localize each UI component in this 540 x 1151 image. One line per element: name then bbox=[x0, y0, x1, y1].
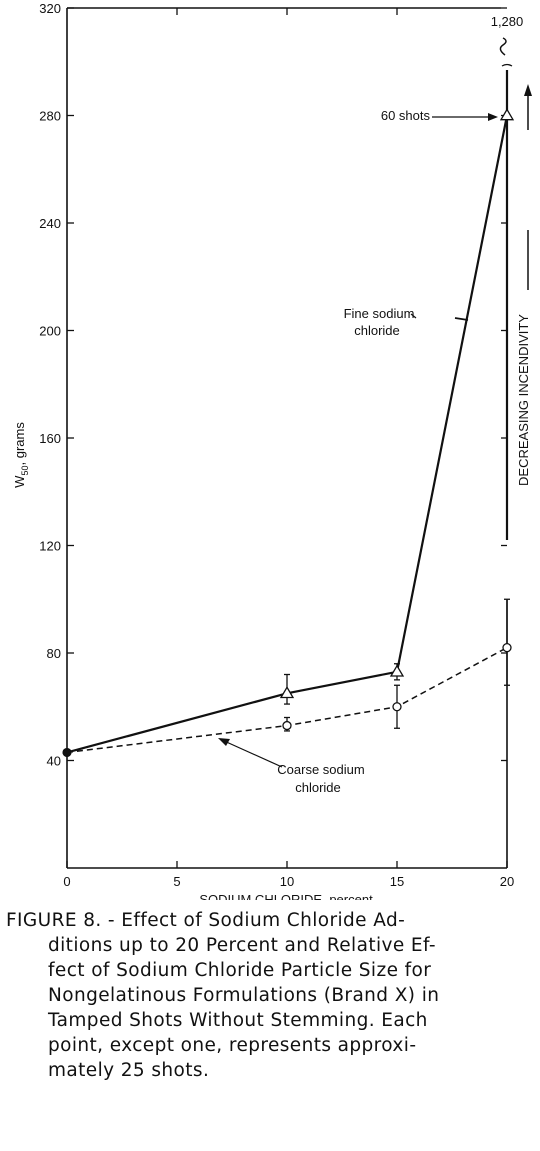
fine-point-marker bbox=[389, 664, 405, 677]
fine-label-leader-tick bbox=[410, 313, 417, 319]
caption-line-3: fect of Sodium Chloride Particle Size fo… bbox=[48, 960, 432, 981]
caption-line-4: Nongelatinous Formulations (Brand X) in bbox=[48, 985, 440, 1006]
coarse-point-marker bbox=[502, 642, 512, 653]
fine-point-marker bbox=[499, 108, 515, 121]
coarse-series-label-line2: chloride bbox=[295, 780, 341, 795]
coarse-label-arrowhead bbox=[218, 738, 230, 746]
shots-note-arrowhead bbox=[488, 113, 498, 121]
figure-chart: 40 80 120 160 200 240 280 320 0 5 10 15 20 W50, gram… bbox=[12, 1, 532, 900]
x-tick-label: 15 bbox=[390, 874, 404, 889]
chart-axes bbox=[66, 7, 513, 869]
shots-note-label: 60 shots bbox=[381, 108, 431, 123]
shared-origin-marker bbox=[62, 747, 72, 757]
caption-line-6: point, except one, represents approxi- bbox=[48, 1035, 417, 1056]
y-tick-label: 200 bbox=[39, 324, 61, 339]
y-tick-label: 80 bbox=[47, 646, 61, 661]
caption-line-7: mately 25 shots. bbox=[48, 1060, 210, 1081]
fine-label-leader bbox=[454, 317, 469, 321]
fine-series-label-line1: Fine sodium bbox=[344, 306, 415, 321]
y-tick-label: 120 bbox=[39, 539, 61, 554]
chart-series bbox=[62, 108, 515, 757]
caption-line-2: ditions up to 20 Percent and Relative Ef… bbox=[48, 935, 436, 956]
x-tick-label: 10 bbox=[280, 874, 294, 889]
figure-caption: FIGURE 8. - Effect of Sodium Chloride Ad… bbox=[6, 908, 536, 1083]
caption-line-1: FIGURE 8. - Effect of Sodium Chloride Ad… bbox=[6, 910, 406, 931]
y-tick-label: 40 bbox=[47, 754, 61, 769]
y-axis-label: W50, grams bbox=[12, 422, 30, 488]
fine-series-line bbox=[66, 115, 509, 754]
x-tick-label: 0 bbox=[63, 874, 70, 889]
axis-break-tilde bbox=[501, 63, 513, 67]
coarse-series-label-line1: Coarse sodium bbox=[277, 762, 364, 777]
offscale-value-label: 1,280 bbox=[491, 14, 524, 29]
incendivity-label: DECREASING INCENDIVITY bbox=[516, 314, 531, 486]
chart-annotations: W50, grams SODIUM CHLORIDE, percent Fine… bbox=[12, 14, 532, 900]
axis-break-mark bbox=[499, 37, 507, 56]
x-tick-label: 5 bbox=[173, 874, 180, 889]
y-tick-label: 280 bbox=[39, 109, 61, 124]
y-tick-label: 320 bbox=[39, 1, 61, 16]
y-tick-label: 240 bbox=[39, 216, 61, 231]
coarse-point-marker bbox=[392, 702, 402, 712]
incendivity-arrowhead bbox=[524, 84, 532, 96]
x-tick-label: 20 bbox=[500, 874, 514, 889]
coarse-point-marker bbox=[282, 720, 292, 731]
coarse-series-line bbox=[66, 646, 508, 754]
fine-point-marker bbox=[279, 686, 295, 699]
x-axis-label: SODIUM CHLORIDE, percent bbox=[199, 892, 373, 900]
fine-series-label-line2: chloride bbox=[354, 323, 400, 338]
y-tick-label: 160 bbox=[39, 431, 61, 446]
coarse-label-leader bbox=[221, 739, 283, 768]
caption-line-5: Tamped Shots Without Stemming. Each bbox=[48, 1010, 428, 1031]
chart-ticks: 40 80 120 160 200 240 280 320 0 5 10 15 20 bbox=[39, 1, 514, 889]
